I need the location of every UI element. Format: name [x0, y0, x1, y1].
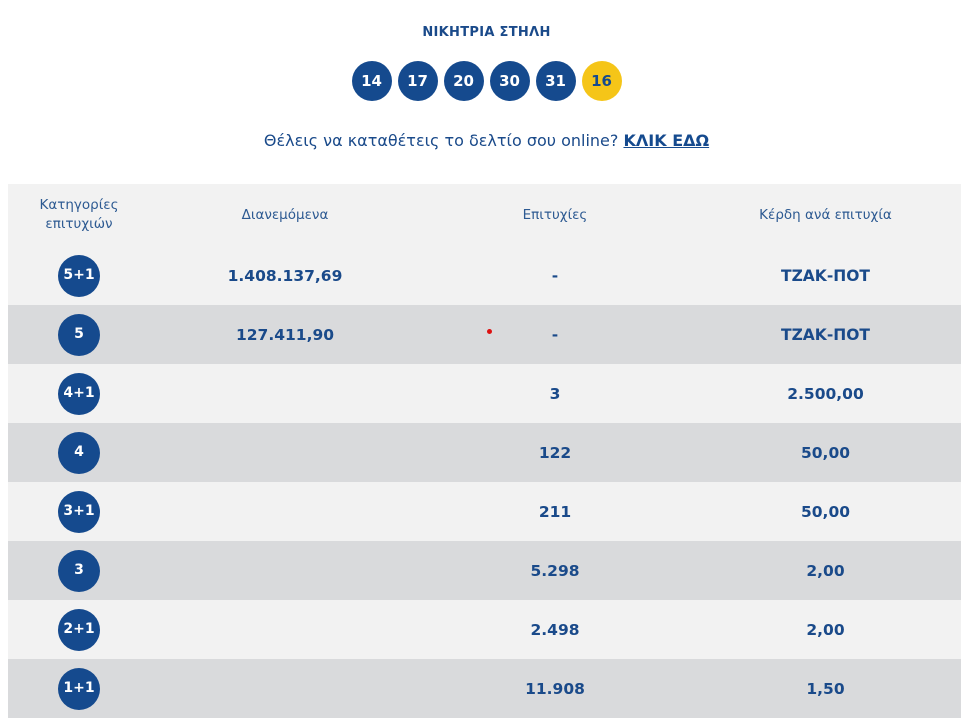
- distributed-cell: 127.411,90: [235, 325, 335, 344]
- click-here-link[interactable]: ΚΛΙΚ ΕΔΩ: [623, 131, 710, 150]
- table-row: 3+1 211 50,00: [8, 482, 961, 541]
- winning-column-heading: ΝΙΚΗΤΡΙΑ ΣΤΗΛΗ: [422, 25, 551, 40]
- number-ball: 17: [397, 61, 438, 101]
- header-winners: Επιτυχίες: [522, 207, 588, 223]
- prize-cell: 50,00: [800, 502, 851, 521]
- header-distributed: Διανεμόμενα: [241, 207, 329, 223]
- category-badge: 5: [58, 313, 100, 356]
- prize-cell: 2,00: [806, 620, 845, 639]
- category-badge: 3+1: [58, 490, 100, 533]
- winners-cell: 2.498: [530, 620, 580, 639]
- winners-cell: -: [551, 266, 559, 285]
- category-badge: 4: [58, 431, 100, 474]
- winners-cell: 11.908: [525, 679, 585, 698]
- table-row: 3 5.298 2,00: [8, 541, 961, 600]
- winning-numbers: 14 17 20 30 31 16: [0, 61, 973, 101]
- table-row: 5+1 1.408.137,69 - ΤΖΑΚ-ΠΟΤ: [8, 246, 961, 305]
- table-row: 5 127.411,90 - ΤΖΑΚ-ΠΟΤ: [8, 305, 961, 364]
- category-badge: 4+1: [58, 372, 100, 415]
- number-ball: 20: [443, 61, 484, 101]
- prize-cell: 2.500,00: [787, 384, 864, 403]
- winners-cell: -: [551, 325, 559, 344]
- distributed-cell: 1.408.137,69: [227, 266, 343, 285]
- prize-cell: ΤΖΑΚ-ΠΟΤ: [781, 266, 870, 285]
- table-header: Κατηγορίες επιτυχιών Διανεμόμενα Επιτυχί…: [8, 184, 961, 246]
- winners-cell: 5.298: [530, 561, 580, 580]
- category-badge: 1+1: [58, 667, 100, 710]
- cta-text: Θέλεις να καταθέτεις το δελτίο σου onlin…: [263, 131, 619, 150]
- category-badge: 3: [58, 549, 100, 592]
- number-ball: 30: [489, 61, 530, 101]
- category-badge: 2+1: [58, 608, 100, 651]
- red-dot-marker: [487, 329, 492, 334]
- joker-ball: 16: [581, 61, 622, 101]
- prize-cell: 50,00: [800, 443, 851, 462]
- online-ticket-prompt: Θέλεις να καταθέτεις το δελτίο σου onlin…: [0, 131, 973, 150]
- prize-table: Κατηγορίες επιτυχιών Διανεμόμενα Επιτυχί…: [8, 184, 961, 718]
- header-category: Κατηγορίες επιτυχιών: [39, 197, 119, 232]
- prize-cell: ΤΖΑΚ-ΠΟΤ: [781, 325, 870, 344]
- winners-cell: 211: [538, 502, 572, 521]
- winners-cell: 3: [549, 384, 561, 403]
- category-badge: 5+1: [58, 254, 100, 297]
- prize-cell: 2,00: [806, 561, 845, 580]
- prize-cell: 1,50: [806, 679, 845, 698]
- table-row: 4+1 3 2.500,00: [8, 364, 961, 423]
- number-ball: 31: [535, 61, 576, 101]
- header-prize: Κέρδη ανά επιτυχία: [759, 207, 892, 223]
- winners-cell: 122: [538, 443, 572, 462]
- table-row: 1+1 11.908 1,50: [8, 659, 961, 718]
- table-row: 4 122 50,00: [8, 423, 961, 482]
- number-ball: 14: [351, 61, 392, 101]
- table-row: 2+1 2.498 2,00: [8, 600, 961, 659]
